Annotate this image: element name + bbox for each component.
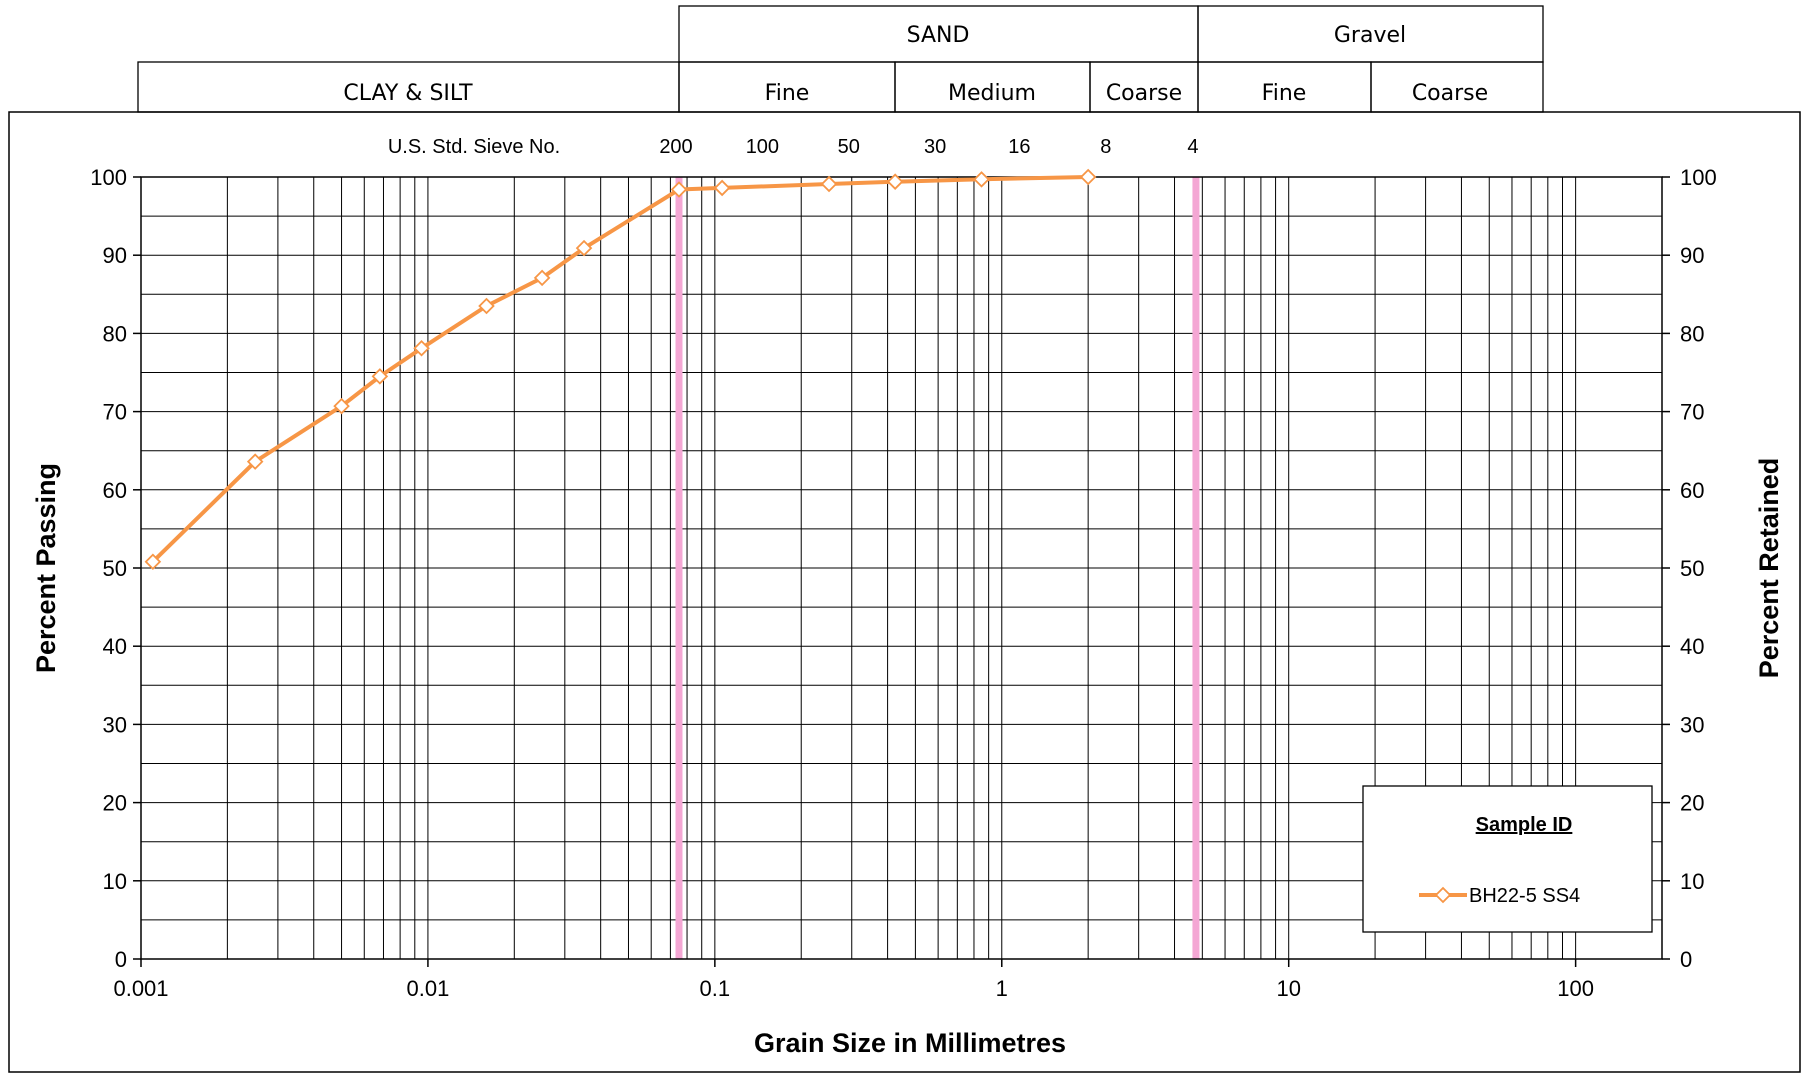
header-gravel-fine-label: Fine (1262, 81, 1307, 106)
header-sand-coarse-label: Coarse (1106, 81, 1182, 106)
legend-box (1362, 785, 1653, 933)
series-line (151, 175, 1089, 564)
data-point (478, 297, 495, 315)
sieve-title: U.S. Std. Sieve No. (388, 136, 560, 158)
data-point (973, 171, 990, 188)
x-tick-label: 0.01 (407, 976, 450, 1001)
y-tick-label-right: 90 (1680, 243, 1704, 268)
y-tick-label-right: 20 (1680, 791, 1704, 816)
x-tick-label: 1 (996, 976, 1008, 1001)
y-tick-label-right: 80 (1680, 321, 1704, 346)
sieve-labels: 200 100 50 30 16 8 4 (659, 136, 1198, 158)
x-tick-label: 10 (1276, 976, 1300, 1001)
y-tick-label-right: 40 (1680, 634, 1704, 659)
sieve-label: 30 (924, 136, 946, 158)
data-point (670, 181, 688, 198)
boundary-lines (675, 177, 1200, 959)
legend-series-label: BH22-5 SS4 (1469, 885, 1580, 907)
x-tick-label: 100 (1557, 976, 1594, 1001)
data-point (246, 453, 264, 470)
y-tick-label-left: 30 (103, 712, 127, 737)
y-tick-label-right: 60 (1680, 478, 1704, 503)
sieve-label: 8 (1100, 136, 1111, 158)
y-axis-title-left: Percent Passing (31, 463, 61, 673)
legend-marker (1434, 886, 1452, 904)
y-tick-label-right: 10 (1680, 869, 1704, 894)
data-point (144, 553, 162, 571)
y-tick-label-left: 0 (115, 947, 127, 972)
header-gravel-coarse-label: Coarse (1412, 81, 1488, 106)
data-point (886, 173, 904, 190)
data-point (413, 339, 430, 357)
header-clay-silt-label: CLAY & SILT (343, 81, 473, 106)
data-point (533, 269, 551, 287)
legend: Sample ID BH22-5 SS4 (1362, 785, 1653, 933)
y-tick-label-left: 20 (103, 791, 127, 816)
data-point (371, 368, 389, 385)
sieve-label: 100 (746, 136, 779, 158)
y-tick-label-right: 30 (1680, 712, 1704, 737)
header-sand-fine-label: Fine (765, 81, 810, 106)
data-point (820, 175, 838, 193)
header-gravel-label: Gravel (1334, 23, 1406, 48)
data-point (1079, 168, 1097, 186)
y-tick-label-right: 50 (1680, 556, 1704, 581)
y-tick-label-left: 10 (103, 869, 127, 894)
header-sand-medium-label: Medium (948, 81, 1036, 106)
x-tick-label: 0.1 (700, 976, 731, 1001)
legend-title: Sample ID (1476, 814, 1573, 836)
y-tick-label-left: 70 (103, 400, 127, 425)
y-tick-label-left: 90 (103, 243, 127, 268)
series-layer (144, 168, 1097, 571)
data-point (333, 397, 350, 415)
y-tick-label-right: 100 (1680, 165, 1717, 190)
x-tick-label: 0.001 (113, 976, 168, 1001)
sieve-label: 200 (659, 136, 692, 158)
y-tick-label-left: 60 (103, 478, 127, 503)
y-axis-title-right: Percent Retained (1754, 458, 1784, 679)
sieve-label: 50 (838, 136, 860, 158)
y-tick-label-left: 40 (103, 634, 127, 659)
y-tick-label-left: 100 (90, 165, 127, 190)
y-tick-label-right: 70 (1680, 400, 1704, 425)
x-axis-title: Grain Size in Millimetres (754, 1028, 1066, 1058)
y-tick-label-left: 80 (103, 321, 127, 346)
sieve-label: 4 (1187, 136, 1198, 158)
sieve-label: 16 (1008, 136, 1030, 158)
data-point (575, 239, 593, 257)
data-point (713, 179, 731, 197)
chart-frame (8, 111, 1801, 1073)
y-tick-label-right: 0 (1680, 947, 1692, 972)
y-tick-label-left: 50 (103, 556, 127, 581)
header-sand-label: SAND (907, 23, 970, 48)
